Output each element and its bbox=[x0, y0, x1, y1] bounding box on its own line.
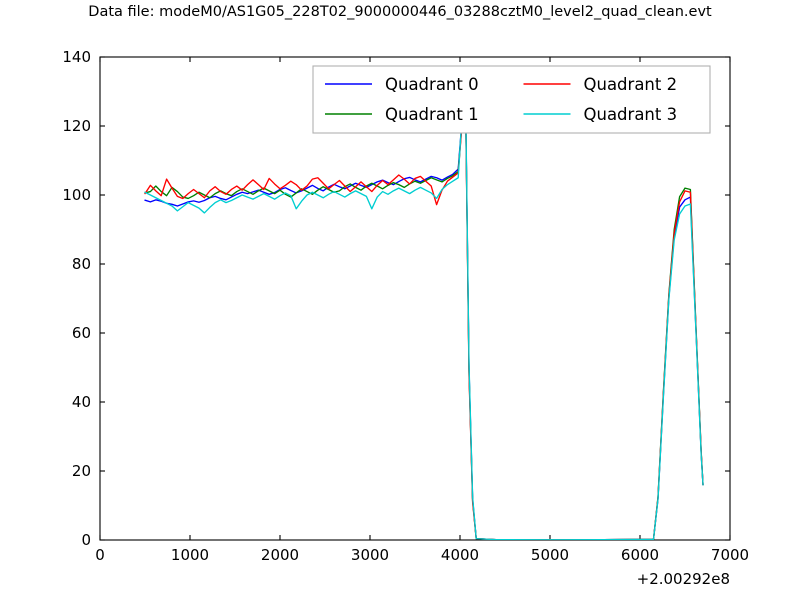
y-tick-label: 40 bbox=[72, 393, 91, 411]
figure-title: Data file: modeM0/AS1G05_228T02_90000004… bbox=[88, 4, 712, 20]
legend-label-2: Quadrant 2 bbox=[584, 75, 678, 94]
legend-group: Quadrant 0 Quadrant 1 Quadrant 2 Quadrant 3 bbox=[312, 65, 711, 134]
legend-label-0: Quadrant 0 bbox=[385, 75, 479, 94]
x-tick-label: 0 bbox=[95, 546, 105, 564]
x-tick-label: 6000 bbox=[621, 546, 659, 564]
y-tick-label: 140 bbox=[62, 48, 91, 66]
y-tick-label: 20 bbox=[72, 462, 91, 480]
series-line-0[interactable] bbox=[144, 85, 704, 540]
x-tick-label: 4000 bbox=[441, 546, 479, 564]
x-tick-label: 2000 bbox=[261, 546, 299, 564]
x-axis-offset-label: +2.00292e8 bbox=[637, 570, 730, 588]
legend-box bbox=[312, 65, 711, 134]
legend-label-1: Quadrant 1 bbox=[385, 105, 479, 124]
x-tick-label: 5000 bbox=[531, 546, 569, 564]
plot-frame bbox=[99, 56, 731, 541]
y-tick-label: 0 bbox=[81, 531, 91, 549]
series-group bbox=[144, 82, 704, 540]
y-tick-label: 80 bbox=[72, 255, 91, 273]
y-tick-label: 120 bbox=[62, 117, 91, 135]
axes-group: 0 1000 2000 3000 4000 5000 6000 7000 0 20 40 60 80 10… bbox=[62, 48, 749, 588]
x-tick-label: 7000 bbox=[711, 546, 749, 564]
x-tick-label: 3000 bbox=[351, 546, 389, 564]
series-line-2[interactable] bbox=[144, 90, 704, 540]
y-tick-label: 100 bbox=[62, 186, 91, 204]
series-line-1[interactable] bbox=[144, 88, 704, 540]
x-tick-label: 1000 bbox=[171, 546, 209, 564]
y-tick-label: 60 bbox=[72, 324, 91, 342]
series-line-3[interactable] bbox=[144, 82, 704, 540]
legend-label-3: Quadrant 3 bbox=[584, 105, 678, 124]
